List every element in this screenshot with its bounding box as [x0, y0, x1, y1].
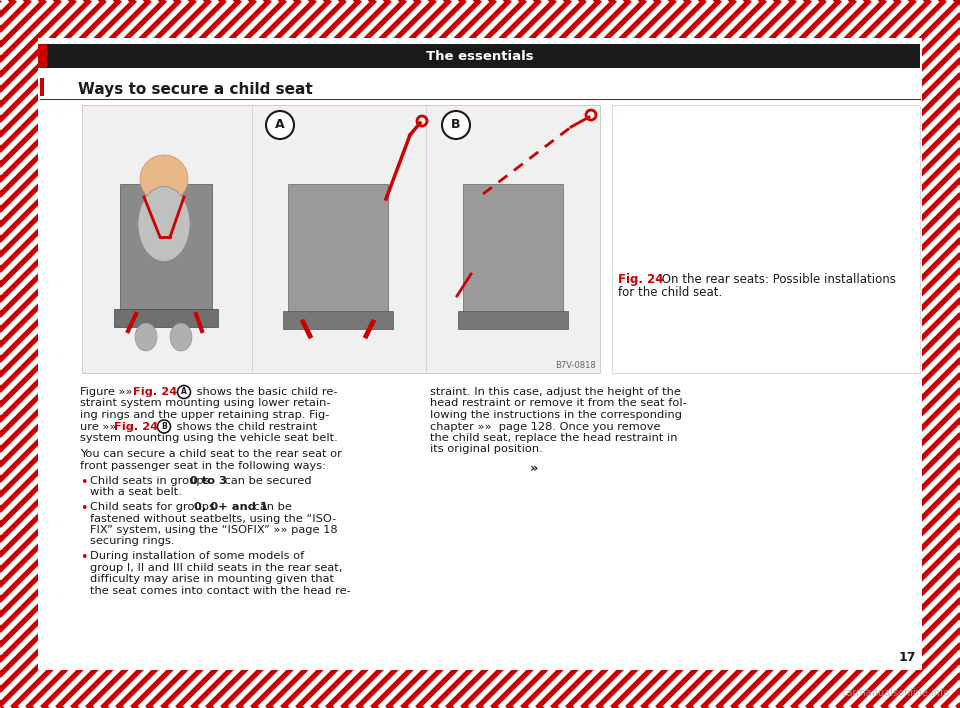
Text: Fig. 24: Fig. 24 [618, 273, 663, 286]
Text: carmanualsonline.info: carmanualsonline.info [842, 688, 950, 698]
Text: front passenger seat in the following ways:: front passenger seat in the following wa… [80, 461, 326, 471]
Text: shows the child restraint: shows the child restraint [173, 421, 317, 431]
Text: B: B [161, 422, 167, 431]
Text: lowing the instructions in the corresponding: lowing the instructions in the correspon… [430, 410, 682, 420]
Bar [283, 311, 393, 329]
Bar [288, 184, 388, 324]
Text: can be: can be [250, 502, 292, 512]
Bar [458, 311, 568, 329]
Text: system mounting using the vehicle seat belt.: system mounting using the vehicle seat b… [80, 433, 338, 443]
Text: straint. In this case, adjust the height of the: straint. In this case, adjust the height… [430, 387, 681, 397]
Text: During installation of some models of: During installation of some models of [90, 552, 304, 561]
Text: Child seats for groups: Child seats for groups [90, 502, 219, 512]
Text: difficulty may arise in mounting given that: difficulty may arise in mounting given t… [90, 574, 334, 584]
Text: group I, II and III child seats in the rear seat,: group I, II and III child seats in the r… [90, 563, 343, 573]
Ellipse shape [138, 186, 190, 261]
Ellipse shape [170, 323, 192, 351]
Circle shape [178, 385, 190, 399]
Text: You can secure a child seat to the rear seat or: You can secure a child seat to the rear … [80, 449, 342, 459]
Circle shape [140, 155, 188, 203]
Bar [38, 38, 922, 670]
Text: straint system mounting using lower retain-: straint system mounting using lower reta… [80, 399, 330, 409]
Bar [40, 78, 44, 96]
Circle shape [442, 111, 470, 139]
Text: B7V-0818: B7V-0818 [555, 361, 596, 370]
Text: Child seats in groups: Child seats in groups [90, 476, 213, 486]
Text: 17: 17 [899, 651, 916, 664]
Text: ing rings and the upper retaining strap. Fig-: ing rings and the upper retaining strap.… [80, 410, 329, 420]
Text: •: • [80, 552, 87, 564]
Text: 0, 0+ and 1: 0, 0+ and 1 [194, 502, 268, 512]
Text: 0 to 3: 0 to 3 [190, 476, 227, 486]
Text: Fig. 24: Fig. 24 [114, 421, 158, 431]
Circle shape [266, 111, 294, 139]
Text: with a seat belt.: with a seat belt. [90, 487, 181, 497]
Bar [463, 184, 563, 324]
Text: On the rear seats: Possible installations: On the rear seats: Possible installation… [658, 273, 896, 286]
Text: »: » [530, 462, 539, 475]
Bar [82, 105, 600, 373]
Text: its original position.: its original position. [430, 445, 542, 455]
Text: Fig. 24: Fig. 24 [133, 387, 178, 397]
Text: ure »»: ure »» [80, 421, 120, 431]
Text: for the child seat.: for the child seat. [618, 286, 722, 299]
Bar [612, 105, 920, 373]
Circle shape [157, 420, 171, 433]
Bar [114, 309, 218, 327]
Text: can be secured: can be secured [221, 476, 312, 486]
Text: The essentials: The essentials [426, 50, 534, 62]
Text: B: B [451, 118, 461, 132]
Text: the seat comes into contact with the head re-: the seat comes into contact with the hea… [90, 586, 350, 596]
Text: Ways to secure a child seat: Ways to secure a child seat [78, 82, 313, 97]
Text: the child seat, replace the head restraint in: the child seat, replace the head restrai… [430, 433, 678, 443]
Text: head restraint or remove it from the seat fol-: head restraint or remove it from the sea… [430, 399, 686, 409]
Text: Figure »»: Figure »» [80, 387, 136, 397]
Text: chapter »»  page 128. Once you remove: chapter »» page 128. Once you remove [430, 421, 660, 431]
Text: •: • [80, 476, 87, 489]
Text: shows the basic child re-: shows the basic child re- [193, 387, 338, 397]
Bar [40, 44, 920, 68]
Text: fastened without seatbelts, using the “ISO-: fastened without seatbelts, using the “I… [90, 513, 336, 523]
Bar [120, 184, 212, 324]
Bar [38, 44, 47, 68]
Text: A: A [276, 118, 285, 132]
Text: FIX” system, using the “ISOFIX” »» page 18: FIX” system, using the “ISOFIX” »» page … [90, 525, 338, 535]
Text: securing rings.: securing rings. [90, 537, 175, 547]
Text: •: • [80, 502, 87, 515]
Text: A: A [181, 387, 187, 396]
Ellipse shape [135, 323, 157, 351]
